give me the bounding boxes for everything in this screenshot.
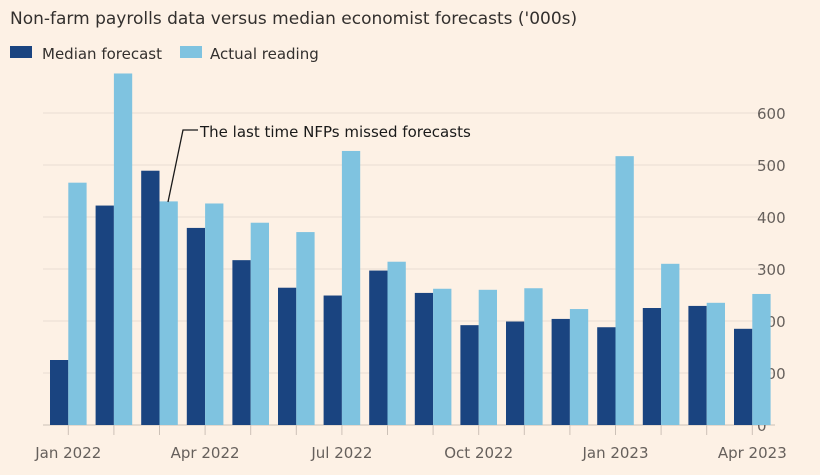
x-tick-label: Oct 2022 <box>444 444 513 462</box>
legend-label-median-forecast: Median forecast <box>42 45 162 63</box>
bar-actual-reading <box>569 309 589 425</box>
bars <box>50 73 771 425</box>
bar-median-forecast <box>734 328 753 425</box>
y-tick-label: 400 <box>757 209 786 227</box>
legend-label-actual-reading: Actual reading <box>210 45 319 63</box>
bar-median-forecast <box>506 321 525 425</box>
bar-median-forecast <box>414 292 434 425</box>
bar-median-forecast <box>95 205 114 425</box>
bar-median-forecast <box>50 360 69 425</box>
legend: Median forecast Actual reading <box>10 45 319 63</box>
bar-actual-reading <box>706 302 725 425</box>
bar-actual-reading <box>159 201 178 425</box>
bar-actual-reading <box>615 156 634 425</box>
bar-actual-reading <box>68 182 87 425</box>
bar-median-forecast <box>141 170 160 425</box>
annotation: The last time NFPs missed forecasts <box>167 123 471 203</box>
annotation-leader-line <box>167 129 198 203</box>
bar-median-forecast <box>186 227 206 425</box>
bar-actual-reading <box>296 232 315 425</box>
x-axis: Jan 2022 Apr 2022 Jul 2022 Oct 2022 Jan 2023… <box>34 425 787 462</box>
bar-actual-reading <box>387 261 406 425</box>
chart-title: Non-farm payrolls data versus median eco… <box>10 9 577 29</box>
y-tick-label: 600 <box>757 105 786 123</box>
bar-median-forecast <box>642 308 662 425</box>
bar-actual-reading <box>341 150 361 425</box>
bar-median-forecast <box>597 327 616 425</box>
bar-actual-reading <box>524 288 543 425</box>
x-tick-label: Apr 2023 <box>718 444 787 462</box>
bar-actual-reading <box>113 73 133 425</box>
x-tick-label: Jul 2022 <box>310 444 372 462</box>
bar-actual-reading <box>250 222 269 425</box>
bar-actual-reading <box>433 288 452 425</box>
x-tick-label: Jan 2023 <box>581 444 648 462</box>
legend-swatch-actual-reading <box>180 46 202 58</box>
y-tick-label: 300 <box>757 261 786 279</box>
x-tick-label: Jan 2022 <box>34 444 101 462</box>
bar-median-forecast <box>278 287 297 425</box>
bar-median-forecast <box>369 270 388 425</box>
y-tick-label: 500 <box>757 157 786 175</box>
bar-actual-reading <box>205 203 224 425</box>
x-tick-label: Apr 2022 <box>171 444 240 462</box>
annotation-text: The last time NFPs missed forecasts <box>199 123 471 141</box>
bar-median-forecast <box>551 318 570 425</box>
bar-actual-reading <box>478 289 497 425</box>
bar-median-forecast <box>232 260 251 425</box>
legend-swatch-median-forecast <box>10 46 32 58</box>
bar-actual-reading <box>661 263 680 425</box>
bar-median-forecast <box>688 305 707 425</box>
bar-actual-reading <box>752 293 771 425</box>
y-tick-label: 0 <box>757 417 767 435</box>
bar-median-forecast <box>323 295 342 425</box>
bar-median-forecast <box>460 325 479 425</box>
